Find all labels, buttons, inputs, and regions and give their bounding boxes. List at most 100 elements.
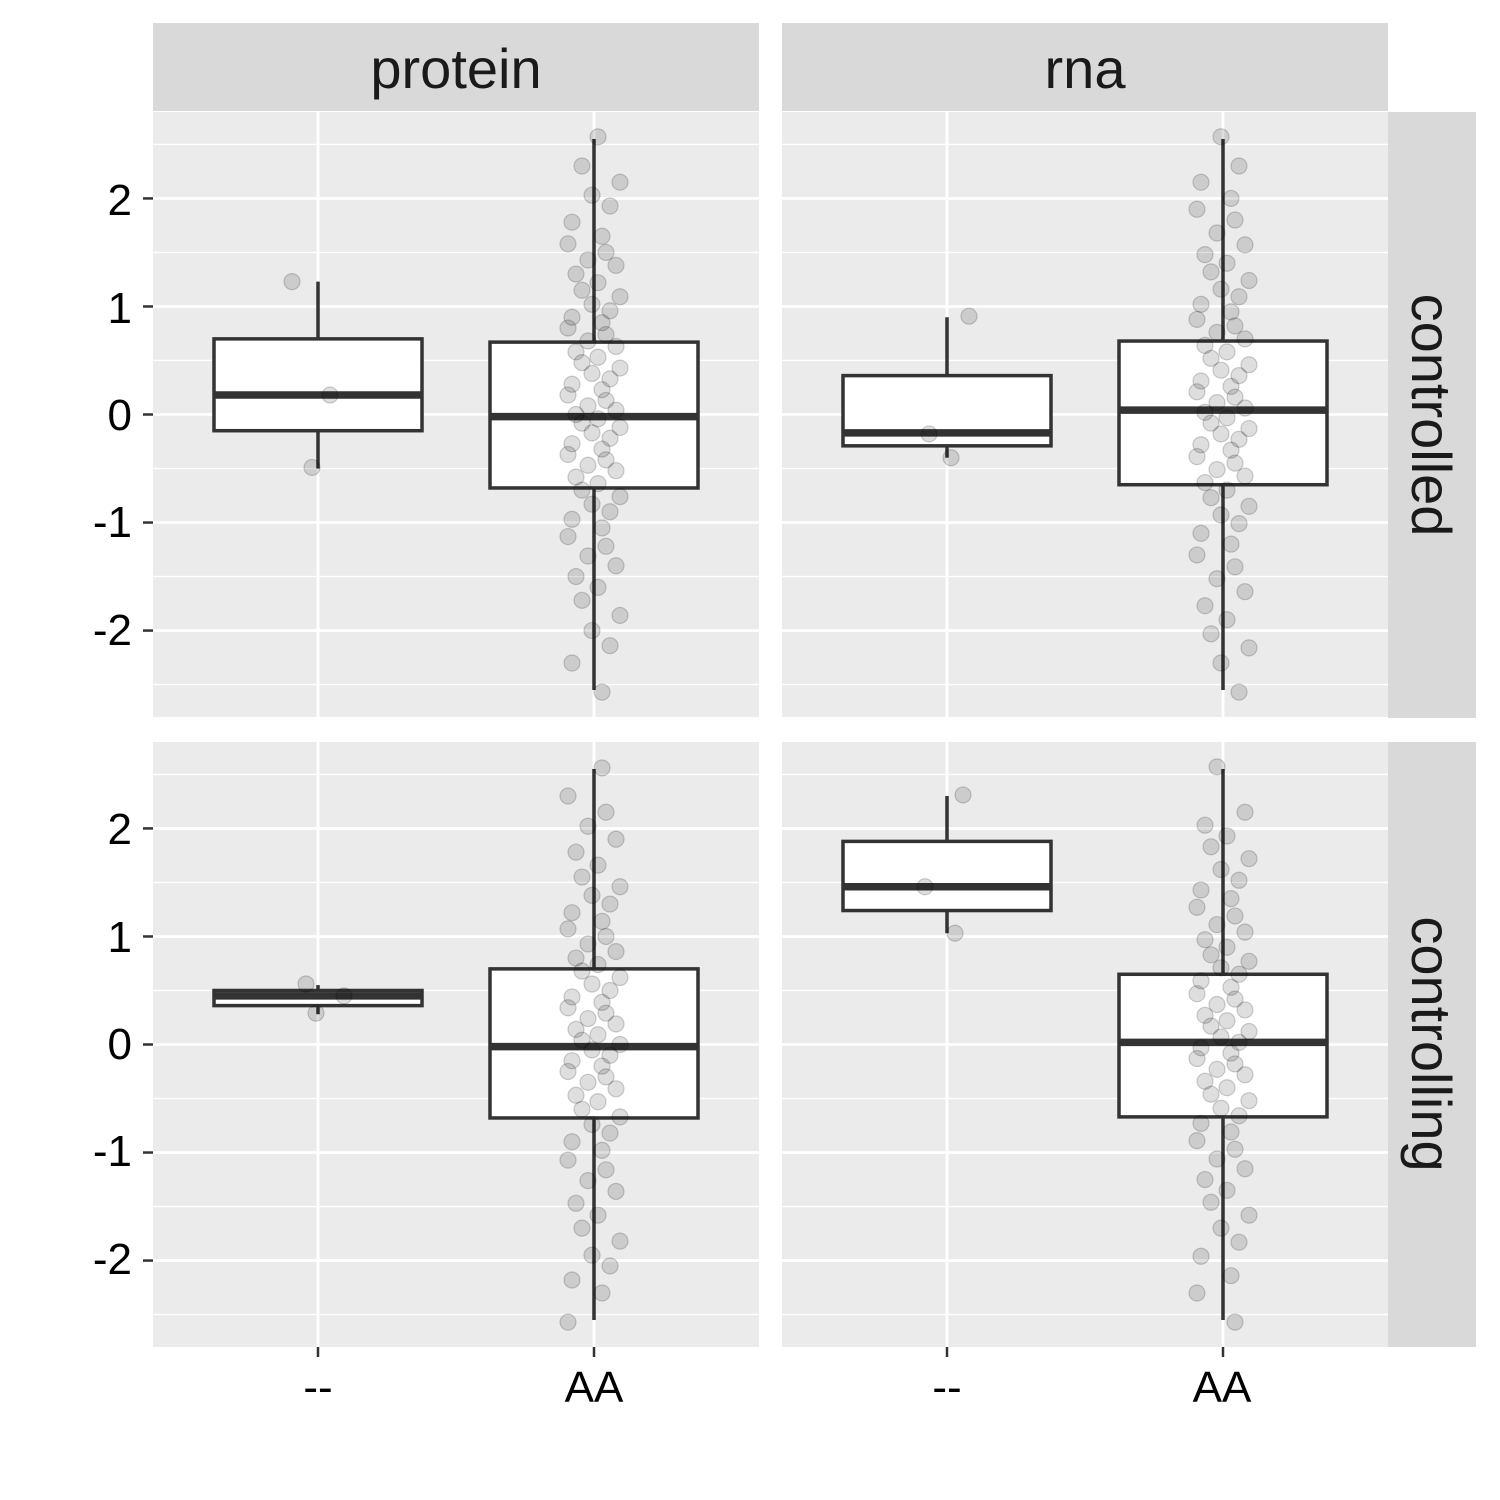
data-point (559, 787, 577, 805)
data-point (1196, 931, 1214, 949)
data-point (1188, 985, 1206, 1003)
data-point (1226, 1055, 1244, 1073)
data-point (559, 527, 577, 546)
data-point (597, 537, 615, 555)
data-point (1226, 907, 1244, 925)
data-point (559, 386, 577, 404)
data-point (1230, 430, 1248, 448)
data-point (567, 567, 585, 586)
data-point (1218, 1181, 1236, 1199)
data-point (579, 397, 597, 415)
data-point (1240, 952, 1258, 970)
data-point (583, 424, 601, 442)
data-point (579, 817, 597, 835)
data-point (1240, 1206, 1258, 1224)
data-point (589, 128, 607, 146)
data-point (601, 1257, 619, 1275)
data-point (1226, 454, 1244, 472)
data-point (1188, 200, 1206, 218)
y-axis-top: 2 1 0 -1 -2 (93, 176, 132, 655)
data-point (1212, 128, 1230, 146)
data-point (1196, 473, 1214, 492)
strip-label-controlled: controlled (1400, 294, 1463, 537)
data-point (1240, 356, 1258, 374)
data-point (573, 157, 591, 175)
data-point (611, 1035, 629, 1054)
data-point (1212, 959, 1230, 977)
data-point (589, 274, 607, 292)
data-point (307, 1004, 325, 1022)
data-point (583, 295, 601, 313)
data-point (601, 981, 619, 1000)
y-tick-label: -2 (93, 606, 132, 655)
x-tick-label: AA (565, 1363, 624, 1412)
x-tick-label: AA (1193, 1363, 1252, 1412)
strip-background (1388, 742, 1476, 1347)
data-point (589, 1026, 607, 1044)
panel-rna-controlling (782, 742, 1388, 1357)
data-point (1222, 890, 1240, 908)
data-point (297, 975, 315, 993)
data-point (1202, 1085, 1220, 1103)
data-point (567, 405, 585, 424)
data-point (593, 1057, 611, 1075)
data-point (1236, 399, 1254, 417)
strip-label-rna: rna (1045, 37, 1127, 100)
y-tick-label: 2 (108, 176, 132, 225)
data-point (589, 1206, 607, 1224)
data-point (563, 654, 581, 672)
data-point (583, 886, 601, 905)
data-point (1230, 515, 1248, 533)
data-point (1202, 349, 1220, 367)
data-point (567, 468, 585, 486)
data-point (1222, 441, 1240, 459)
data-point (573, 354, 591, 372)
data-point (607, 557, 625, 575)
data-point (607, 462, 625, 480)
data-point (563, 510, 581, 528)
data-point (589, 578, 607, 596)
data-point (567, 265, 585, 283)
data-point (573, 1031, 591, 1049)
data-point (1236, 803, 1254, 821)
data-point (1230, 1107, 1248, 1125)
data-point (1230, 965, 1248, 983)
data-point (593, 519, 611, 537)
data-point (589, 348, 607, 366)
data-point (1202, 489, 1220, 507)
data-point (1230, 157, 1248, 175)
data-point (607, 256, 625, 275)
strip-right-controlling: controlling (1388, 742, 1476, 1347)
data-point (563, 375, 581, 393)
data-point (1208, 995, 1226, 1014)
data-point (593, 314, 611, 332)
data-point (1212, 860, 1230, 879)
data-point (942, 449, 960, 467)
data-point (1212, 425, 1230, 443)
data-point (559, 1062, 577, 1081)
data-point (597, 391, 615, 410)
y-tick-label: 0 (108, 1020, 132, 1069)
data-point (1202, 838, 1220, 856)
data-point (593, 1141, 611, 1159)
y-tick-label: 1 (108, 913, 132, 962)
data-point (1192, 1247, 1210, 1265)
data-point (1226, 1313, 1244, 1331)
data-point (559, 1313, 577, 1331)
data-point (583, 495, 601, 513)
data-point (946, 924, 964, 942)
data-point (1218, 409, 1236, 427)
data-point (1202, 625, 1220, 643)
data-point (559, 1151, 577, 1169)
data-point (559, 999, 577, 1017)
data-point (593, 1284, 611, 1302)
data-point (1192, 881, 1210, 899)
data-point (579, 1073, 597, 1091)
data-point (611, 1108, 629, 1126)
data-point (1208, 1060, 1226, 1078)
data-point (1226, 211, 1244, 229)
strip-label-protein: protein (370, 37, 541, 100)
data-point (1236, 467, 1254, 485)
data-point (1208, 323, 1226, 341)
data-point (1226, 1140, 1244, 1158)
